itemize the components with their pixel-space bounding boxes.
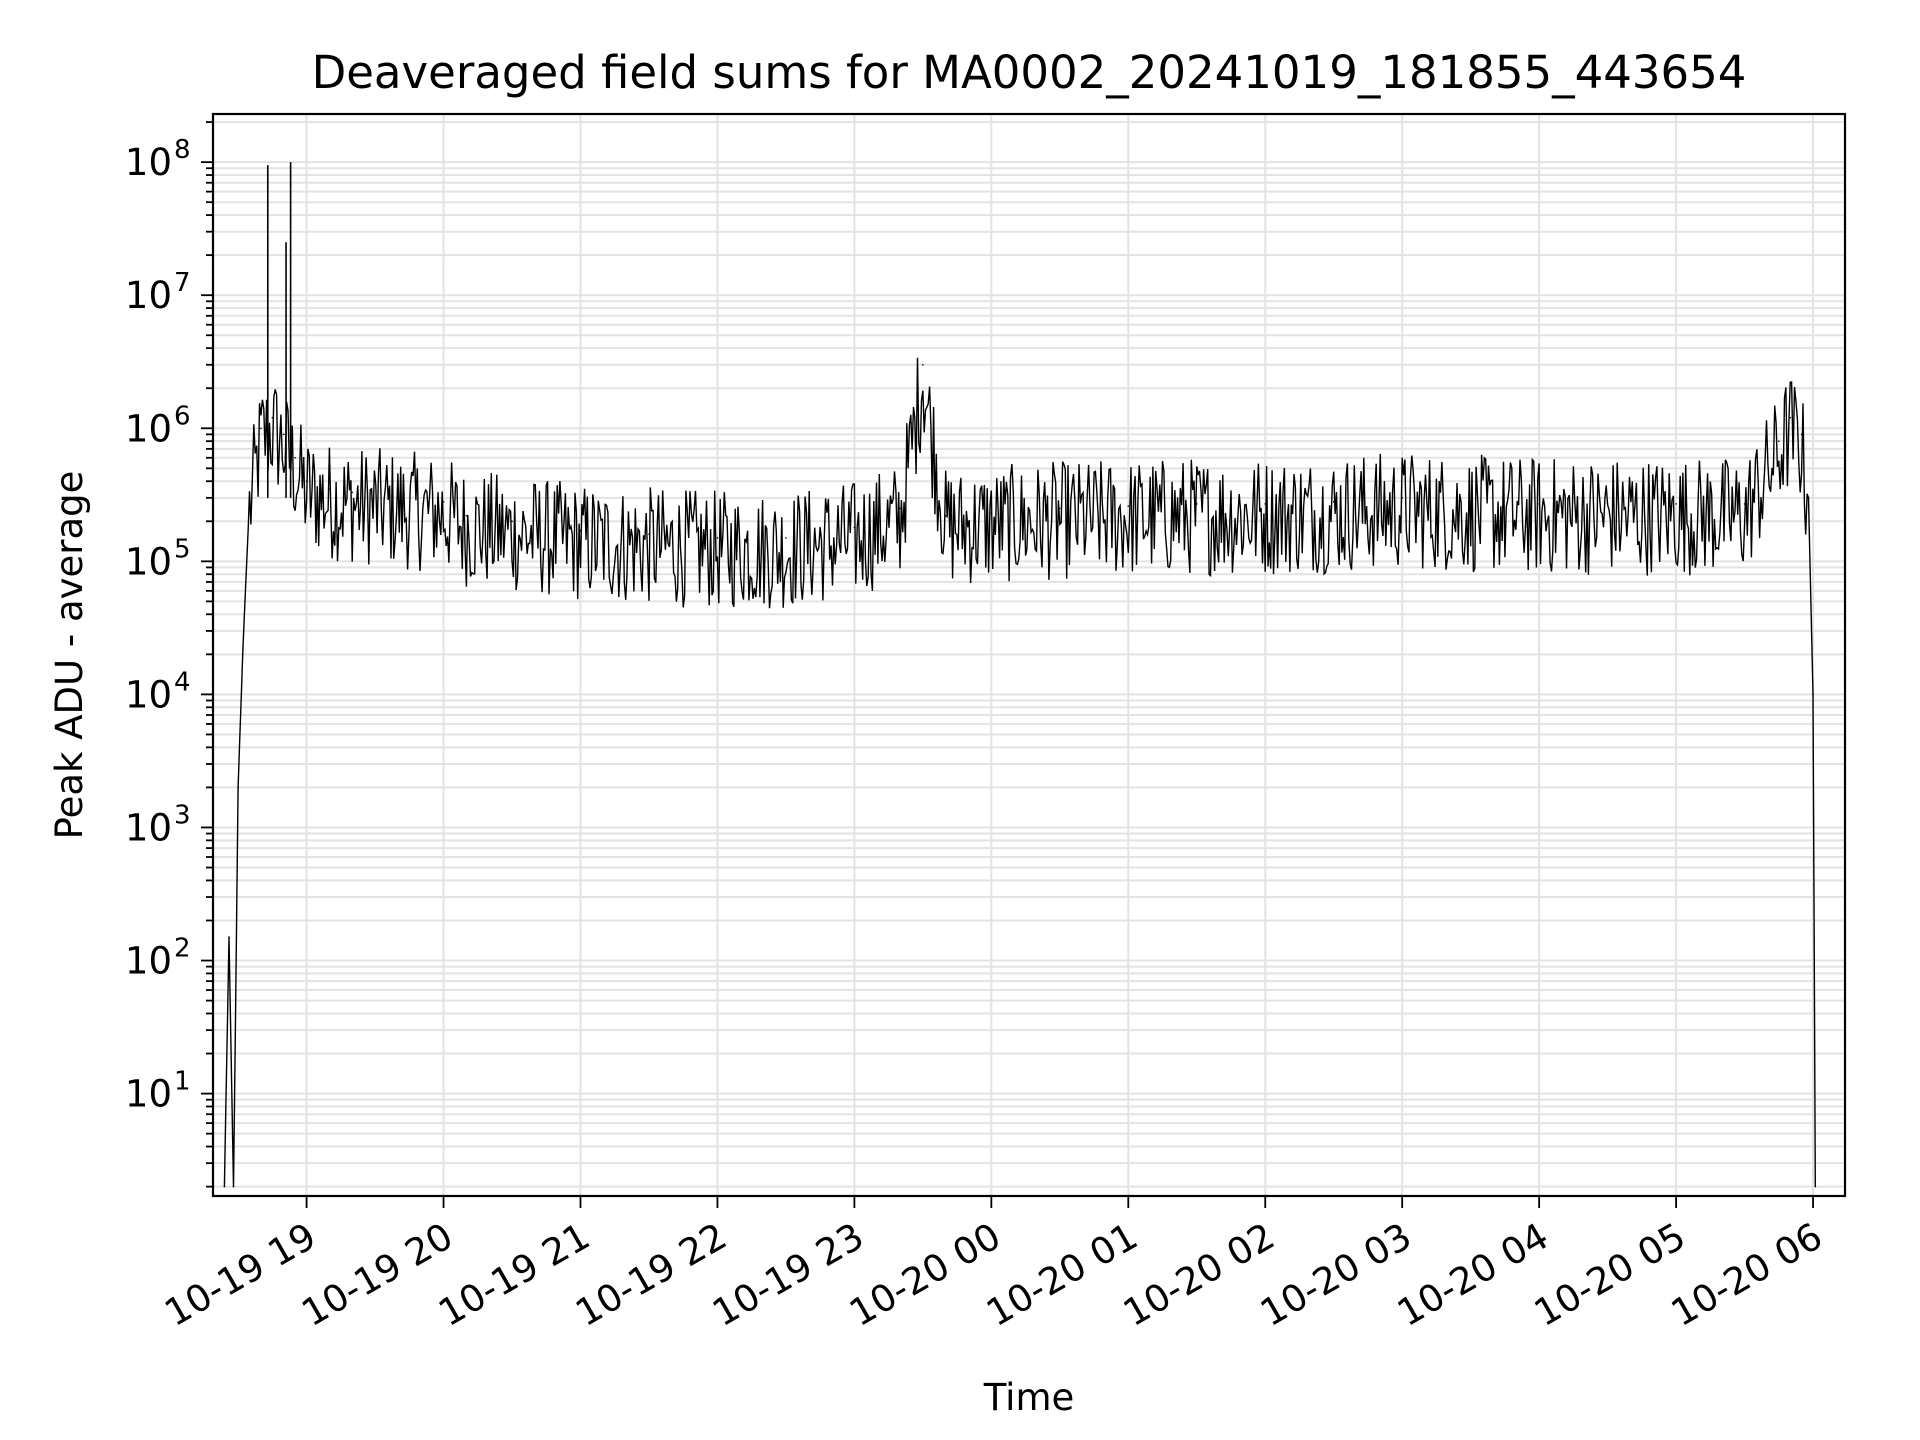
data-point (1606, 503, 1609, 505)
y-tick-exponent: 1 (174, 1067, 191, 1097)
data-point (228, 936, 230, 938)
y-tick-base: 10 (125, 274, 172, 317)
y-tick-label: 10 6 (125, 401, 191, 450)
data-point (1789, 416, 1792, 419)
data-point (1812, 693, 1814, 696)
data-point (1814, 1185, 1817, 1188)
data-point (716, 537, 719, 539)
data-point (944, 514, 947, 517)
y-tick-label: 10 2 (125, 934, 191, 983)
y-axis-label: Peak ADU - average (48, 471, 91, 840)
data-point (1800, 433, 1803, 436)
y-tick-label: 10 3 (125, 800, 191, 849)
data-point (1332, 501, 1335, 503)
y-tick-exponent: 7 (174, 268, 191, 298)
data-point (397, 497, 399, 499)
data-point (351, 491, 354, 494)
y-tick-exponent: 5 (174, 534, 191, 564)
data-point (1778, 440, 1780, 442)
y-tick-label: 10 8 (125, 135, 191, 184)
y-tick-base: 10 (125, 540, 172, 583)
y-tick-exponent: 6 (174, 401, 191, 431)
data-point (579, 529, 582, 532)
y-tick-exponent: 8 (174, 135, 191, 165)
data-point (282, 433, 285, 436)
data-point (785, 537, 787, 539)
data-point (442, 501, 445, 503)
y-tick-exponent: 4 (174, 667, 191, 697)
y-tick-label: 10 5 (125, 534, 191, 583)
data-point (1807, 497, 1810, 499)
series-line (223, 357, 1816, 1187)
data-point (1743, 503, 1746, 505)
grid (213, 114, 1845, 1196)
y-tick-base: 10 (125, 407, 172, 450)
plot-area (223, 162, 1817, 1188)
data-point (853, 526, 856, 529)
data-point (1195, 503, 1198, 505)
y-tick-label: 10 7 (125, 268, 191, 317)
data-point (248, 497, 251, 499)
y-tick-exponent: 3 (174, 800, 191, 830)
y-tick-base: 10 (125, 673, 172, 716)
data-point (511, 520, 513, 523)
data-point (1469, 501, 1472, 503)
data-point (990, 512, 993, 514)
y-tick-base: 10 (125, 940, 172, 983)
data-point (899, 507, 901, 510)
data-point (294, 456, 296, 459)
data-point (1059, 507, 1061, 510)
data-point (648, 533, 650, 535)
y-tick-label: 10 4 (125, 667, 191, 716)
data-point (237, 786, 239, 789)
data-point (1538, 503, 1540, 505)
y-tick-base: 10 (125, 1073, 172, 1116)
data-point (465, 514, 468, 517)
data-point (305, 480, 308, 483)
y-tick-exponent: 2 (174, 934, 191, 964)
data-point (241, 653, 244, 656)
y-tick-base: 10 (125, 141, 172, 184)
x-axis-label: Time (983, 1376, 1075, 1419)
data-point (1401, 497, 1403, 499)
data-point (271, 416, 274, 419)
data-point (260, 427, 262, 430)
data-point (1675, 503, 1677, 505)
data-point (1127, 505, 1130, 507)
data-point (223, 1185, 226, 1188)
data-point (232, 1185, 235, 1188)
y-tick-label: 10 1 (125, 1067, 191, 1116)
data-point (1264, 503, 1267, 505)
data-point (328, 488, 331, 490)
data-point (922, 363, 924, 366)
y-tick-base: 10 (125, 806, 172, 849)
chart-title: Deaveraged field sums for MA0002_2024101… (312, 46, 1747, 99)
